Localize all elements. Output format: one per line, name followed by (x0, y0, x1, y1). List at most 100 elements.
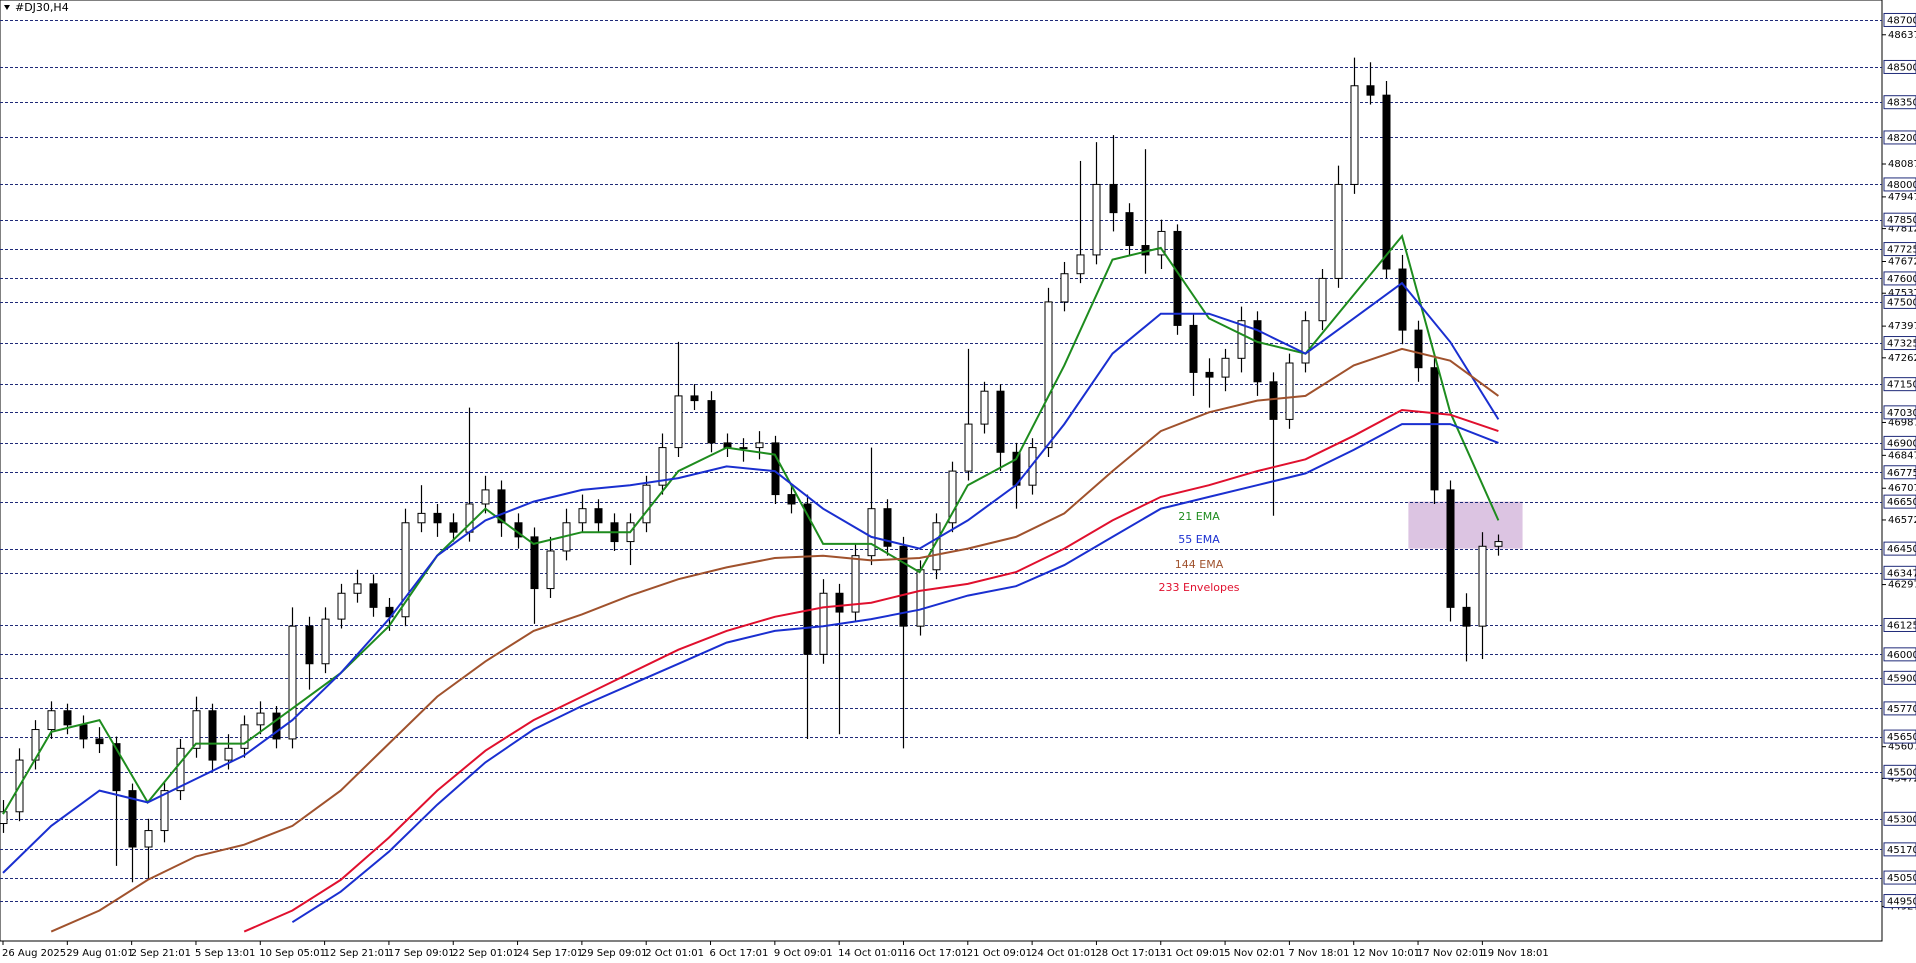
candle-body (481, 489, 490, 505)
candle-body (1189, 324, 1198, 373)
legend-label: 233 Envelopes (1159, 581, 1240, 594)
level-label: 47325 (1887, 339, 1916, 350)
y-tick-label: 46987 (1888, 417, 1916, 428)
legend-label: 144 EMA (1175, 558, 1224, 571)
candle-body (95, 738, 104, 745)
candle-body (337, 592, 346, 620)
level-label: 46347 (1887, 568, 1916, 579)
level-label: 45650 (1887, 732, 1916, 743)
level-label: 45300 (1887, 814, 1916, 825)
candle-body (1398, 268, 1407, 331)
candle-body (176, 747, 185, 792)
level-label: 46000 (1887, 650, 1916, 661)
level-box (1883, 59, 1916, 74)
x-tick-label: 2 Sep 21:01 (131, 948, 191, 959)
plot-area (0, 20, 1882, 933)
candle-body (1157, 230, 1166, 256)
level-box (1883, 271, 1916, 286)
candle-body (1028, 447, 1037, 486)
level-box (1883, 565, 1916, 580)
candle-body (305, 625, 314, 665)
collapse-icon (4, 5, 10, 10)
level-label: 47850 (1887, 215, 1916, 226)
candle-body (819, 592, 828, 655)
candle-body (1334, 183, 1343, 279)
level-label: 47725 (1887, 245, 1916, 256)
candle-body (867, 508, 876, 557)
x-tick-label: 24 Sep 17:01 (517, 948, 584, 959)
candle-body (1478, 545, 1487, 627)
level-label: 47030 (1887, 408, 1916, 419)
candle-body (353, 583, 362, 594)
x-tick-label: 14 Oct 01:01 (838, 948, 903, 959)
level-label: 48500 (1887, 62, 1916, 73)
candle-body (497, 489, 506, 524)
candle-body (578, 508, 587, 524)
level-label: 46450 (1887, 544, 1916, 555)
candle-body (1430, 367, 1439, 491)
level-label: 48350 (1887, 98, 1916, 109)
x-tick-label: 17 Sep 09:01 (388, 948, 455, 959)
level-box (1883, 405, 1916, 420)
level-label: 45770 (1887, 704, 1916, 715)
candle-body (1060, 273, 1069, 303)
level-box (1883, 764, 1916, 779)
candle-body (980, 390, 989, 425)
y-tick-label: 47672 (1888, 257, 1916, 268)
x-tick-label: 9 Oct 09:01 (774, 948, 833, 959)
candle-body (144, 830, 153, 848)
candle-body (1350, 85, 1359, 185)
plot-frame (0, 0, 1883, 942)
candle-body (79, 724, 88, 740)
level-label: 44950 (1887, 897, 1916, 908)
candle-body (1494, 541, 1503, 547)
candle-body (835, 592, 844, 613)
x-tick-label: 26 Aug 2025 (2, 948, 66, 959)
legend-label: 21 EMA (1178, 510, 1220, 523)
candle-body (787, 494, 796, 505)
level-box (1883, 336, 1916, 351)
candle-body (594, 508, 603, 524)
candle-body (240, 724, 249, 749)
y-tick-label: 45472 (1888, 773, 1916, 784)
level-box (1883, 465, 1916, 480)
legend-label: 55 EMA (1178, 533, 1220, 546)
candle-body (1173, 230, 1182, 326)
candle-body (771, 442, 780, 496)
level-box (1883, 377, 1916, 392)
candle-body (433, 512, 442, 524)
level-label: 45900 (1887, 673, 1916, 684)
candle-body (707, 400, 716, 444)
level-box (1883, 701, 1916, 716)
x-tick-label: 22 Sep 01:01 (452, 948, 519, 959)
level-box (1883, 894, 1916, 909)
candle-body (674, 395, 683, 449)
level-label: 48000 (1887, 180, 1916, 191)
x-tick-label: 12 Nov 10:01 (1353, 948, 1420, 959)
level-box (1883, 12, 1916, 27)
candle-body (1044, 301, 1053, 449)
y-tick-label: 47812 (1888, 224, 1916, 235)
level-box (1883, 177, 1916, 192)
x-tick-label: 19 Nov 18:01 (1481, 948, 1548, 959)
y-tick-label: 46707 (1888, 483, 1916, 494)
level-box (1883, 670, 1916, 685)
candle-body (948, 470, 957, 524)
x-tick-label: 24 Oct 01:01 (1031, 948, 1096, 959)
x-tick-label: 16 Oct 17:01 (902, 948, 967, 959)
level-box (1883, 212, 1916, 227)
level-box (1883, 294, 1916, 309)
x-tick-label: 6 Oct 17:01 (710, 948, 769, 959)
candle-body (964, 423, 973, 472)
y-tick-label: 47947 (1888, 192, 1916, 203)
level-box (1883, 617, 1916, 632)
candle-body (401, 522, 410, 618)
candle-body (1269, 381, 1278, 420)
y-tick-label: 46847 (1888, 450, 1916, 461)
y-tick-label: 48637 (1888, 30, 1916, 41)
candle-body (1076, 254, 1085, 275)
candle-body (1318, 277, 1327, 322)
indicator-line (2, 233, 1500, 815)
candle-body (112, 743, 121, 792)
